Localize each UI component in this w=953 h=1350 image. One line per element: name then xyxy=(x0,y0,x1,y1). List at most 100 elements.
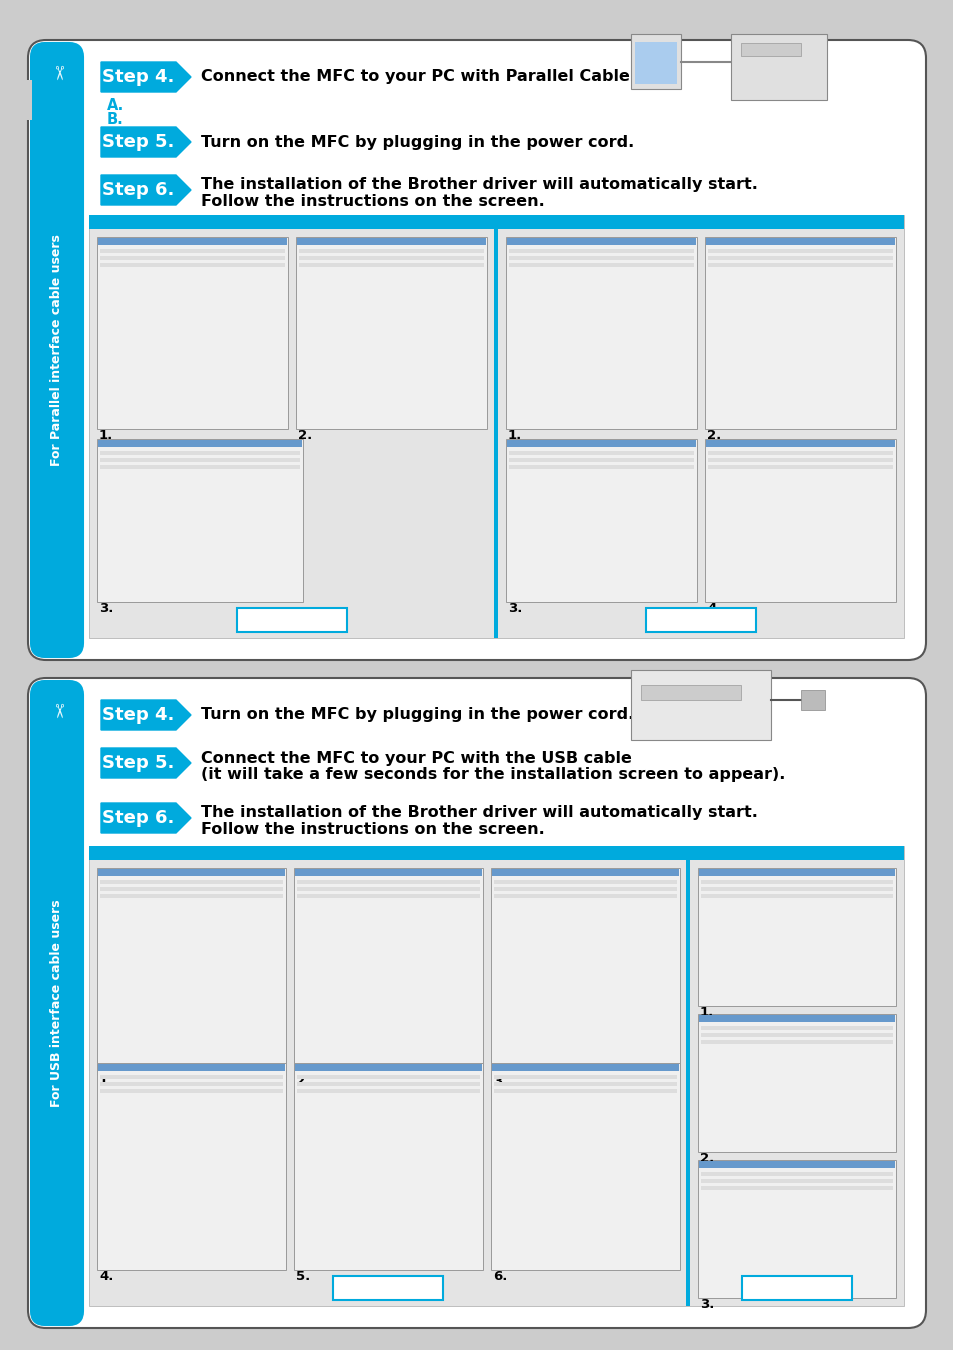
Bar xyxy=(700,1187,892,1189)
Text: 6.: 6. xyxy=(493,1270,507,1282)
Polygon shape xyxy=(101,748,191,778)
Bar xyxy=(100,1081,283,1085)
Bar xyxy=(509,248,693,252)
Text: Step 5.: Step 5. xyxy=(102,134,174,151)
Bar xyxy=(705,440,894,447)
Bar xyxy=(100,248,285,252)
Bar xyxy=(505,439,697,602)
Bar xyxy=(707,458,892,462)
Bar xyxy=(294,869,481,876)
Text: Follow the instructions on the screen.: Follow the instructions on the screen. xyxy=(201,822,544,837)
Bar xyxy=(295,238,486,429)
Text: Step 6.: Step 6. xyxy=(102,181,174,198)
Bar xyxy=(494,215,497,639)
Bar xyxy=(491,1062,679,1270)
Text: Step 4.: Step 4. xyxy=(102,68,174,86)
Bar xyxy=(698,1014,895,1152)
Bar xyxy=(700,887,892,891)
Text: 3.: 3. xyxy=(493,1075,507,1088)
Bar xyxy=(89,846,903,1305)
Text: Turn on the MFC by plugging in the power cord.: Turn on the MFC by plugging in the power… xyxy=(201,707,634,722)
Bar xyxy=(100,458,299,462)
Text: Step 4.: Step 4. xyxy=(102,706,174,724)
Bar xyxy=(298,263,483,267)
Bar xyxy=(698,1160,895,1297)
Bar xyxy=(298,248,483,252)
Bar xyxy=(700,1026,892,1030)
Bar xyxy=(89,215,903,639)
Bar xyxy=(100,1075,283,1079)
Bar xyxy=(645,608,755,632)
Bar xyxy=(97,238,288,429)
Bar xyxy=(494,1075,677,1079)
Text: 1.: 1. xyxy=(99,429,113,441)
Text: ✂: ✂ xyxy=(48,63,67,80)
Bar xyxy=(494,880,677,884)
Bar xyxy=(506,238,696,244)
Bar xyxy=(294,1062,482,1270)
Bar xyxy=(704,238,895,429)
Text: 1.: 1. xyxy=(700,1006,714,1019)
Bar xyxy=(700,1033,892,1037)
Bar xyxy=(294,868,482,1075)
FancyBboxPatch shape xyxy=(28,40,925,660)
Bar xyxy=(635,42,677,84)
Bar xyxy=(740,43,801,55)
Bar xyxy=(509,263,693,267)
Polygon shape xyxy=(101,701,191,730)
Bar xyxy=(509,256,693,261)
Bar xyxy=(705,238,894,244)
Bar xyxy=(707,248,892,252)
Bar xyxy=(100,464,299,468)
Polygon shape xyxy=(101,62,191,92)
Bar xyxy=(700,880,892,884)
Bar xyxy=(296,1089,479,1094)
Text: Step 6.: Step 6. xyxy=(102,809,174,828)
Text: 4.: 4. xyxy=(99,1270,113,1282)
Bar xyxy=(707,451,892,455)
Text: 3.: 3. xyxy=(700,1297,714,1311)
Text: 2.: 2. xyxy=(700,1152,714,1165)
Bar xyxy=(492,869,679,876)
Bar xyxy=(707,464,892,468)
Text: Step 5.: Step 5. xyxy=(102,755,174,772)
Bar xyxy=(700,894,892,898)
Polygon shape xyxy=(101,803,191,833)
Text: 3.: 3. xyxy=(99,602,113,616)
Bar xyxy=(333,1276,442,1300)
Bar xyxy=(298,256,483,261)
Text: 5.: 5. xyxy=(295,1270,310,1282)
Bar xyxy=(698,868,895,1006)
Bar xyxy=(640,684,740,701)
Text: 1.: 1. xyxy=(507,429,521,441)
Bar xyxy=(296,1081,479,1085)
Text: Follow the instructions on the screen.: Follow the instructions on the screen. xyxy=(201,193,544,208)
Bar xyxy=(741,1276,851,1300)
Bar xyxy=(699,1161,894,1168)
Bar xyxy=(89,215,903,230)
Bar xyxy=(630,670,770,740)
Bar xyxy=(509,458,693,462)
Bar xyxy=(98,869,285,876)
Bar xyxy=(685,846,689,1305)
Text: A.: A. xyxy=(107,99,124,113)
Bar xyxy=(505,238,697,429)
Bar xyxy=(97,439,303,602)
Bar xyxy=(296,880,479,884)
Bar xyxy=(730,34,826,100)
Text: 3.: 3. xyxy=(507,602,522,616)
Text: 4.: 4. xyxy=(706,602,720,616)
Bar xyxy=(700,1179,892,1183)
Bar xyxy=(494,1081,677,1085)
Bar xyxy=(699,869,894,876)
Bar xyxy=(707,263,892,267)
Bar xyxy=(296,238,485,244)
FancyBboxPatch shape xyxy=(28,678,925,1328)
Bar xyxy=(296,887,479,891)
Text: The installation of the Brother driver will automatically start.: The installation of the Brother driver w… xyxy=(201,177,757,193)
Bar xyxy=(491,868,679,1075)
Bar xyxy=(704,439,895,602)
Bar xyxy=(89,846,903,860)
Bar xyxy=(100,263,285,267)
Text: Connect the MFC to your PC with the USB cable: Connect the MFC to your PC with the USB … xyxy=(201,751,631,765)
